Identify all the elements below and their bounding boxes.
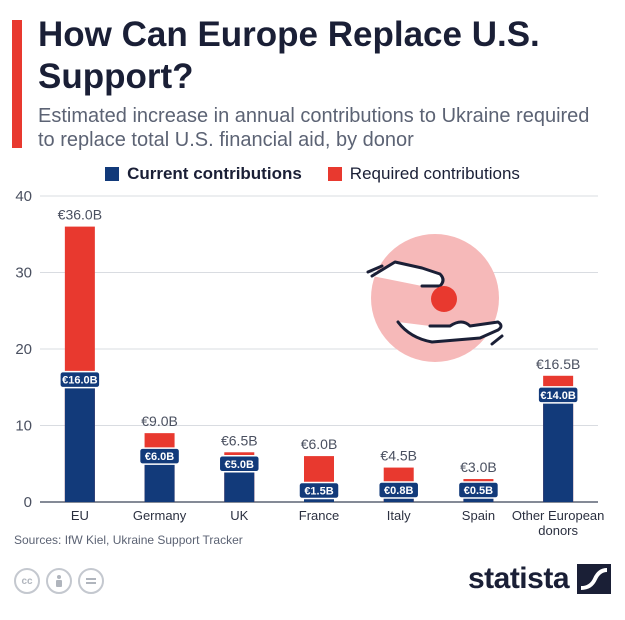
- cc-icon: cc: [14, 568, 40, 594]
- bar-current: [463, 498, 494, 502]
- receiving-hand-cuff-icon: [490, 334, 504, 346]
- bars: €36.0B €16.0B €9.0B €6.0B €6.5B €5.0B €6.0B €1.…: [58, 207, 580, 502]
- data-label-required: €16.5B: [536, 356, 580, 372]
- receiving-hand-icon: [396, 320, 503, 344]
- x-tick-label: Germany: [133, 508, 187, 523]
- giving-hand-cuff-icon: [366, 264, 384, 274]
- bar-current: [383, 495, 414, 502]
- data-label-current: €1.5B: [304, 486, 333, 498]
- data-badge-current: [537, 386, 579, 404]
- data-badge-current: [218, 455, 261, 473]
- data-label-current: €14.0B: [540, 390, 576, 402]
- x-tick-label: Italy: [387, 508, 411, 523]
- chart-title: How Can Europe Replace U.S. Support?: [38, 15, 540, 96]
- license-icons: cc: [14, 568, 104, 594]
- y-tick-label: 40: [15, 188, 32, 205]
- legend-item-current: Current contributions: [105, 164, 302, 184]
- x-tick-label: EU: [71, 508, 89, 523]
- data-badge-current: [457, 481, 500, 499]
- hand-coin-illustration: [366, 234, 504, 362]
- x-tick-label: Spain: [462, 508, 495, 523]
- legend-label-current: Current contributions: [127, 164, 302, 183]
- source-note: Sources: IfW Kiel, Ukraine Support Track…: [14, 533, 243, 547]
- statista-logo: statista: [468, 562, 611, 596]
- legend: Current contributions Required contribut…: [0, 164, 625, 184]
- data-label-current: €5.0B: [225, 459, 254, 471]
- data-badge-current: [377, 481, 420, 499]
- data-label-required: €3.0B: [460, 459, 497, 475]
- y-tick-label: 30: [15, 265, 32, 282]
- data-label-required: €6.0B: [301, 436, 338, 452]
- x-tick-label: UK: [230, 508, 248, 523]
- by-icon: [46, 568, 72, 594]
- coin-icon: [431, 286, 457, 312]
- y-tick-label: 0: [24, 494, 32, 511]
- y-tick-label: 20: [15, 341, 32, 358]
- data-label-current: €0.5B: [464, 485, 493, 497]
- data-badge-current: [59, 370, 101, 389]
- x-tick-label: Other European donors: [512, 508, 605, 538]
- legend-item-required: Required contributions: [327, 164, 520, 184]
- data-label-required: €4.5B: [380, 448, 417, 464]
- data-label-required: €6.5B: [221, 432, 258, 448]
- statista-mark-icon: [577, 564, 611, 594]
- nd-icon: [78, 568, 104, 594]
- legend-swatch-required: [327, 167, 342, 181]
- data-label-current: €6.0B: [145, 451, 174, 463]
- chart-subtitle: Estimated increase in annual contributio…: [38, 105, 590, 151]
- brand-name: statista: [467, 562, 570, 595]
- data-badge-current: [298, 481, 340, 500]
- y-tick-label: 10: [15, 418, 32, 435]
- y-axis-ticks: 0 10 20 30 40: [15, 188, 32, 511]
- data-label-required: €9.0B: [141, 413, 178, 429]
- data-label-current: €0.8B: [384, 485, 413, 497]
- legend-label-required: Required contributions: [349, 164, 520, 183]
- accent-bar: [12, 20, 22, 148]
- x-tick-label: France: [299, 508, 339, 523]
- giving-hand-icon: [370, 260, 445, 288]
- bar-current: [64, 379, 95, 502]
- bar-current: [543, 394, 574, 502]
- data-label-current: €16.0B: [62, 375, 98, 387]
- data-badge-current: [138, 447, 181, 465]
- data-label-required: €36.0B: [58, 207, 102, 223]
- x-axis-labels: EU Germany UK France Italy Spain Other Europea…: [71, 508, 605, 538]
- legend-swatch-current: [105, 167, 120, 181]
